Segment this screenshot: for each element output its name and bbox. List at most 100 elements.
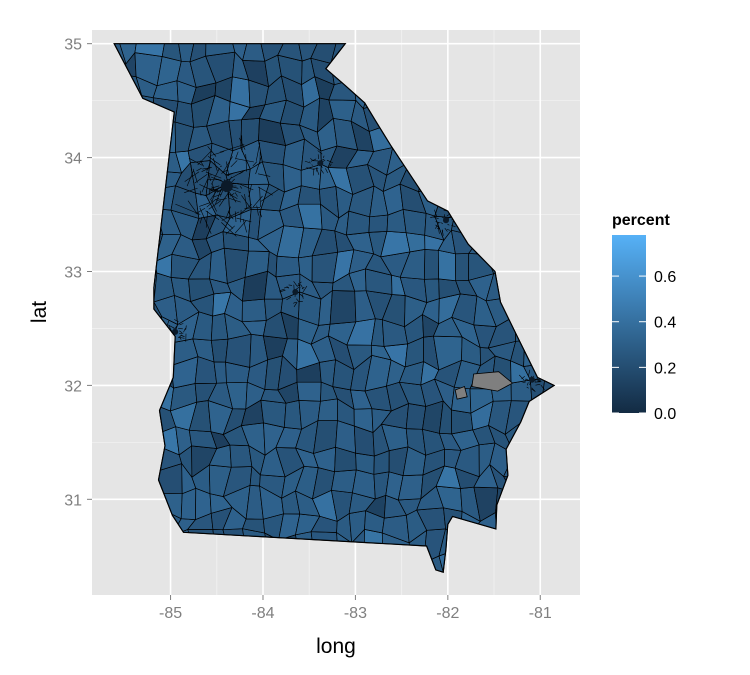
tract-boundary (205, 171, 222, 179)
tract-boundary (226, 172, 235, 177)
tract-boundary (540, 384, 545, 390)
missing-region (454, 385, 468, 400)
tract-boundary (525, 378, 530, 382)
tract-boundary (295, 286, 300, 290)
census-tract (329, 290, 357, 325)
census-tract (296, 43, 323, 62)
tract-boundary (216, 162, 221, 166)
tract-boundary (444, 214, 446, 218)
tract-boundary (537, 380, 541, 382)
tract-boundary (211, 186, 216, 193)
tract-boundary (196, 167, 202, 172)
tract-boundary (296, 298, 300, 303)
tract-boundary (310, 158, 317, 162)
tract-boundary (199, 184, 213, 191)
tract-boundary (524, 379, 527, 382)
tract-boundary (326, 159, 334, 164)
tract-boundary (527, 382, 529, 386)
census-tract (437, 249, 457, 282)
census-tract (451, 409, 474, 435)
x-tick-label: -82 (436, 605, 459, 622)
legend-tick-label: 0.2 (654, 360, 676, 377)
tract-boundary (226, 178, 231, 180)
x-tick-label: -81 (529, 605, 552, 622)
tract-boundary (215, 197, 220, 201)
tract-boundary (442, 229, 444, 235)
tract-boundary (228, 193, 238, 199)
tract-boundary (245, 154, 247, 172)
tract-boundary (226, 206, 231, 218)
tract-boundary (235, 151, 239, 160)
census-tract (310, 43, 340, 64)
census-tract (317, 398, 338, 421)
tract-boundary (311, 164, 313, 166)
tract-boundary (201, 167, 211, 172)
y-tick-label: 34 (64, 151, 82, 168)
census-tract (424, 278, 440, 303)
tract-boundary (432, 216, 439, 219)
tract-boundary (234, 220, 247, 234)
tract-boundary (216, 198, 227, 201)
tract-boundary (528, 372, 530, 377)
tract-boundary (202, 167, 212, 170)
tract-boundary (316, 167, 320, 175)
tract-boundary (293, 301, 297, 304)
tract-boundary (222, 156, 233, 173)
census-tract (330, 469, 357, 494)
tract-boundary (195, 208, 206, 215)
tract-boundary (218, 192, 229, 207)
columbus-cluster (163, 319, 187, 342)
tract-boundary (302, 288, 304, 290)
tract-boundary (537, 379, 541, 381)
tract-boundary (299, 281, 302, 284)
tract-boundary (279, 288, 286, 292)
tract-boundary (210, 187, 220, 201)
tract-boundary (242, 218, 247, 233)
tract-boundary (534, 381, 542, 383)
tract-boundary (239, 171, 244, 175)
tract-boundary (297, 284, 301, 287)
tract-boundary (329, 163, 332, 167)
y-tick-label: 31 (64, 492, 82, 509)
tract-boundary (312, 168, 315, 176)
tract-boundary (236, 217, 252, 223)
tract-boundary (174, 319, 179, 323)
x-axis-title: long (316, 635, 356, 658)
legend-tick-label: 0.0 (654, 406, 676, 423)
census-tract (225, 333, 252, 368)
tract-boundary (190, 164, 193, 175)
tract-boundary (279, 289, 286, 293)
tract-boundary (205, 210, 208, 228)
tract-boundary (221, 169, 228, 174)
tract-boundary (241, 195, 251, 209)
tract-boundary (185, 325, 187, 331)
tract-boundary (435, 222, 439, 229)
x-axis-ticks: -85 -84 -83 -82 -81 (159, 595, 552, 622)
tract-boundary (252, 161, 258, 167)
tract-boundary (435, 224, 440, 229)
tract-boundary (175, 203, 201, 215)
tract-boundary (235, 158, 254, 163)
census-tract (241, 298, 267, 323)
tract-boundary (286, 286, 290, 289)
census-tract (275, 255, 301, 278)
tract-boundary (201, 179, 208, 193)
tract-boundary (323, 155, 325, 158)
census-tract (161, 43, 182, 62)
tract-boundary (168, 325, 175, 329)
x-tick-label: -85 (159, 605, 182, 622)
tract-boundary (197, 150, 212, 166)
tract-boundary (531, 387, 535, 392)
tract-boundary (179, 330, 183, 334)
tract-boundary (442, 216, 444, 219)
census-tract (277, 43, 303, 62)
cluster-core (292, 288, 299, 295)
census-tract (177, 43, 196, 63)
tract-boundary (186, 170, 194, 187)
tract-boundary (226, 161, 230, 177)
tract-boundary (321, 158, 325, 161)
tract-boundary (260, 188, 280, 202)
tract-boundary (234, 192, 238, 197)
